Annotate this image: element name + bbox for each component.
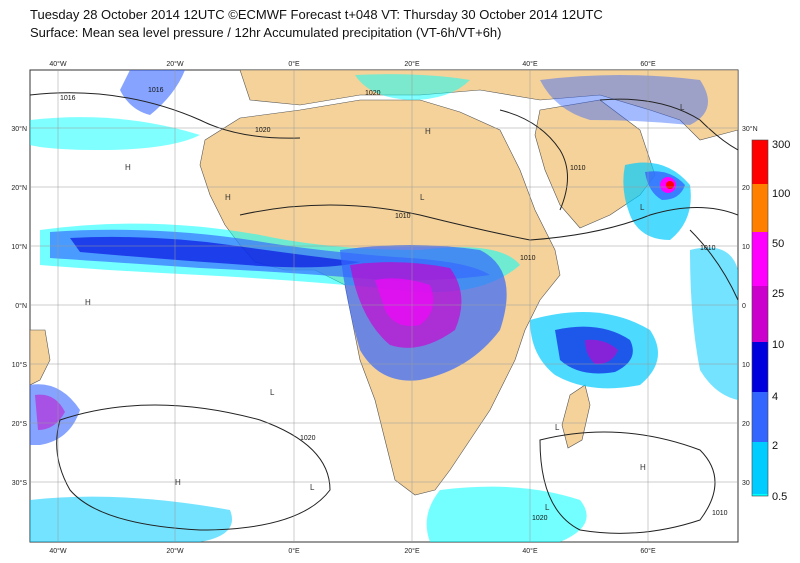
graticule <box>30 70 738 542</box>
colorbar-label: 25 <box>772 288 784 300</box>
latitude-labels-right: 30°N 20 10 0 10 20 30 <box>742 125 758 487</box>
lon-label: 20°E <box>404 60 420 68</box>
colorbar-swatch <box>752 342 768 392</box>
landmass-south-america-edge <box>30 329 51 386</box>
pressure-marker: H <box>175 478 181 487</box>
longitude-labels-top: 40°W 20°W 0°E 20°E 40°E 60°E <box>49 60 656 68</box>
colorbar-swatch <box>752 442 768 494</box>
pressure-marker: L <box>420 193 425 202</box>
forecast-title: Tuesday 28 October 2014 12UTC ©ECMWF For… <box>30 7 603 22</box>
colorbar-label: 4 <box>772 391 778 403</box>
landmass-europe-asia <box>239 70 738 141</box>
pressure-marker: L <box>310 483 315 492</box>
pressure-marker: H <box>85 298 91 307</box>
longitude-labels-bottom: 40°W 20°W 0°E 20°E 40°E 60°E <box>49 547 656 555</box>
lat-label: 0 <box>742 303 746 310</box>
lon-label: 0°E <box>288 60 300 68</box>
colorbar-swatch <box>752 494 768 496</box>
lat-label: 30°S <box>12 479 28 487</box>
lon-label: 20°W <box>166 60 184 68</box>
isobar-label: 1010 <box>520 255 536 262</box>
precipitation-field <box>30 70 738 542</box>
pressure-marker: L <box>270 388 275 397</box>
colorbar-label: 50 <box>772 238 784 250</box>
lon-label: 40°E <box>522 547 538 555</box>
lat-label: 20°S <box>12 420 28 428</box>
lat-label: 20°N <box>11 184 27 192</box>
pressure-marker: H <box>125 163 131 172</box>
colorbar-frame <box>751 139 769 497</box>
pressure-marker: L <box>555 423 560 432</box>
colorbar-swatch <box>752 184 768 232</box>
isobar-label: 1020 <box>532 515 548 522</box>
lat-label: 10°S <box>12 361 28 369</box>
isobar-label: 1020 <box>255 127 271 134</box>
latitude-labels-left: 30°N 20°N 10°N 0°N 10°S 20°S 30°S <box>11 125 27 487</box>
isobars <box>30 92 738 534</box>
colorbar-label: 300 <box>772 139 790 151</box>
lat-label: 30°N <box>742 125 758 133</box>
lon-label: 0°E <box>288 547 300 555</box>
colorbar-swatch <box>752 286 768 342</box>
colorbar: 300 100 50 25 10 4 2 0.5 <box>751 139 790 503</box>
isobar-label: 1016 <box>60 95 76 102</box>
pressure-markers: H H H H L L L L L H L L H <box>85 103 685 512</box>
lon-label: 40°E <box>522 60 538 68</box>
lat-label: 20 <box>742 185 750 192</box>
colorbar-label: 100 <box>772 188 790 200</box>
colorbar-label: 10 <box>772 339 784 351</box>
isobar-label: 1016 <box>148 87 164 94</box>
isobar-label: 1010 <box>570 165 586 172</box>
colorbar-swatch <box>752 140 768 184</box>
lon-label: 20°W <box>166 547 184 555</box>
forecast-subtitle: Surface: Mean sea level pressure / 12hr … <box>30 25 502 40</box>
isobar-label: 1010 <box>712 510 728 517</box>
lat-label: 30 <box>742 480 750 487</box>
lon-label: 60°E <box>640 60 656 68</box>
colorbar-swatch <box>752 392 768 442</box>
pressure-marker: H <box>425 127 431 136</box>
colorbar-label: 0.5 <box>772 491 787 503</box>
colorbar-swatch <box>752 232 768 286</box>
lon-label: 20°E <box>404 547 420 555</box>
lat-label: 10 <box>742 362 750 369</box>
isobar-label: 1020 <box>365 90 381 97</box>
lat-label: 0°N <box>15 302 27 310</box>
isobar-label: 1010 <box>700 245 716 252</box>
pressure-marker: L <box>640 203 645 212</box>
lat-label: 10 <box>742 244 750 251</box>
isobar-label: 1020 <box>300 435 316 442</box>
pressure-marker: H <box>640 463 646 472</box>
isobar-label: 1010 <box>395 213 411 220</box>
lat-label: 20 <box>742 421 750 428</box>
lat-label: 30°N <box>11 125 27 133</box>
lon-label: 40°W <box>49 60 67 68</box>
lon-label: 60°E <box>640 547 656 555</box>
colorbar-label: 2 <box>772 440 778 452</box>
lon-label: 40°W <box>49 547 67 555</box>
lat-label: 10°N <box>11 243 27 251</box>
pressure-marker: L <box>545 503 550 512</box>
isobar-labels: 1016 1020 1020 1016 1010 1010 1010 1010 … <box>60 87 728 522</box>
pressure-marker: H <box>225 193 231 202</box>
pressure-marker: L <box>680 103 685 112</box>
